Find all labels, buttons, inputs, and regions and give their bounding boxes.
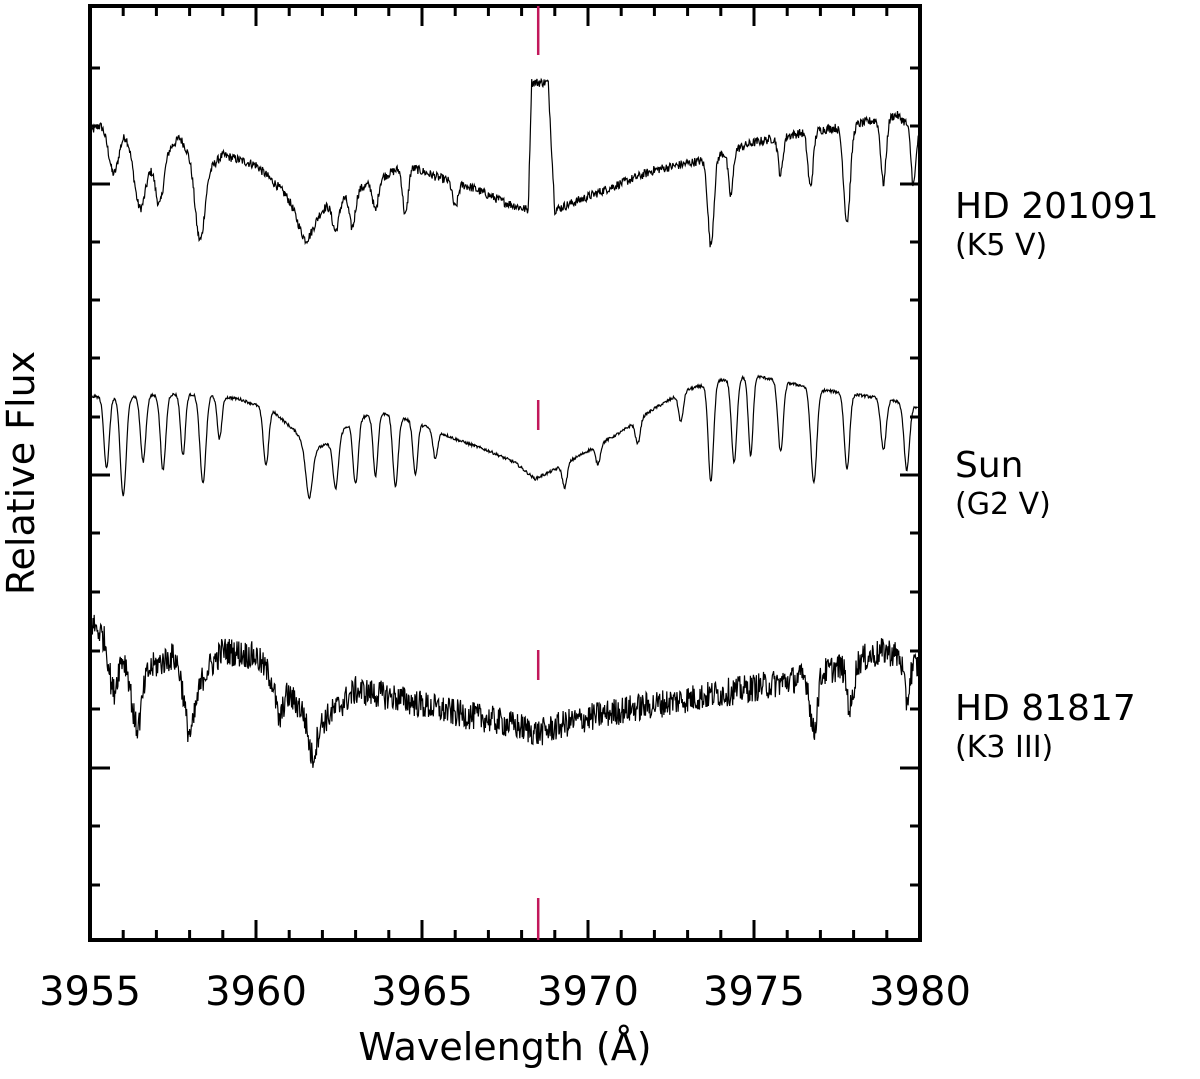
x-tick-label: 3960 (205, 969, 307, 1015)
series-labels: HD 201091(K5 V) Sun(G2 V) HD 81817(K3 III) (955, 186, 1159, 765)
axis-ticks (88, 6, 922, 940)
series-type-label: (K5 V) (955, 228, 1047, 263)
series-name-label: HD 201091 (955, 186, 1159, 227)
series-type-label: (K3 III) (955, 730, 1053, 765)
series-name-label: Sun (955, 445, 1023, 486)
x-tick-label: 3980 (869, 969, 971, 1015)
spectra-lines (89, 77, 921, 768)
spectrum-line (89, 374, 921, 500)
x-tick-labels: 3955 3960 3965 3970 3975 3980 (39, 969, 971, 1015)
series-type-label: (G2 V) (955, 487, 1051, 522)
x-tick-label: 3955 (39, 969, 141, 1015)
x-tick-label: 3965 (371, 969, 473, 1015)
spectrum-line (89, 614, 921, 768)
y-axis-title: Relative Flux (0, 351, 43, 595)
plot-area (88, 4, 922, 942)
x-tick-label: 3975 (703, 969, 805, 1015)
x-axis-title: Wavelength (Å) (358, 1025, 651, 1069)
series-name-label: HD 81817 (955, 688, 1136, 729)
plot-frame (88, 4, 922, 942)
x-tick-label: 3970 (537, 969, 639, 1015)
spectrum-line (89, 77, 921, 248)
